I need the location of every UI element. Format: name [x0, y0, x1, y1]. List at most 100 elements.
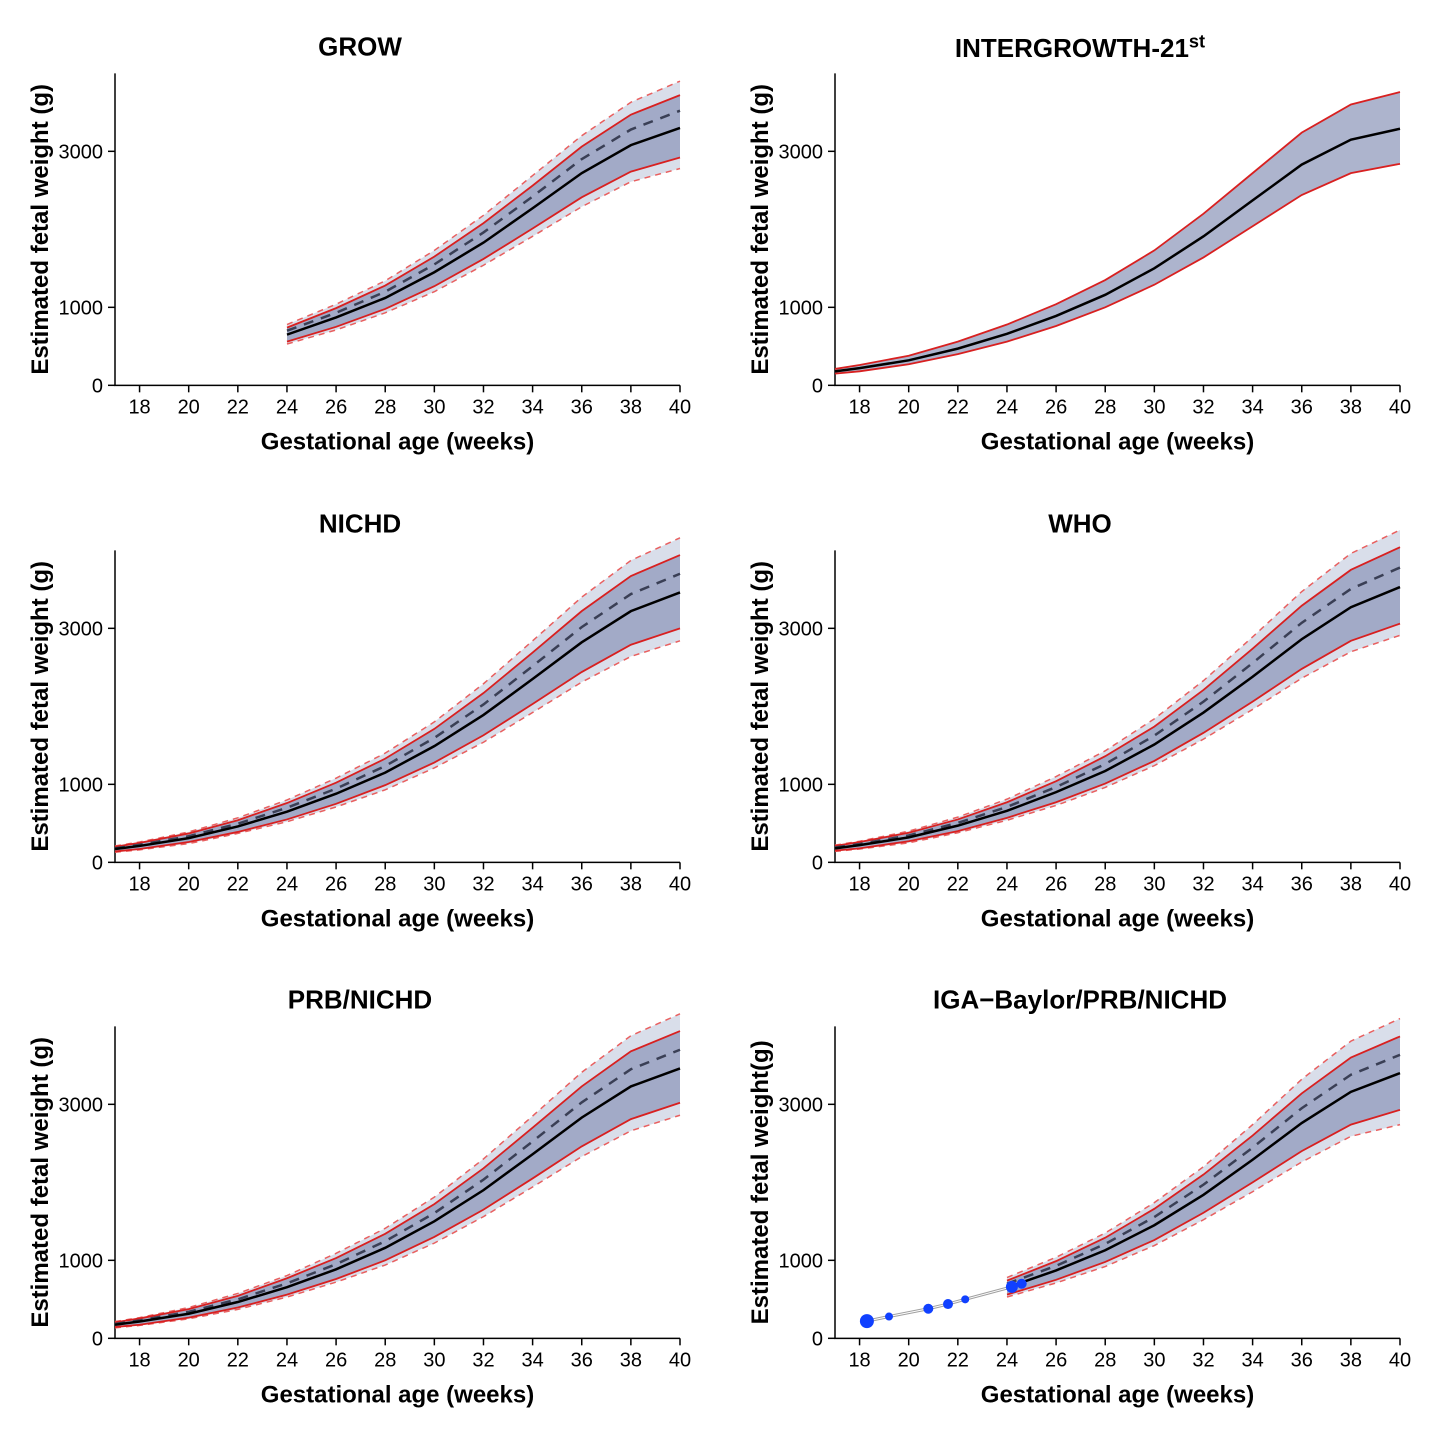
ytick-label: 3000 — [59, 1095, 104, 1117]
ytick-label: 3000 — [59, 141, 104, 163]
panel-who: WHO 182022242628303234363840010003000Ges… — [740, 497, 1420, 944]
panel-title: PRB/NICHD — [20, 977, 700, 1016]
xtick-label: 30 — [1143, 873, 1165, 895]
xtick-label: 38 — [620, 1350, 642, 1372]
xtick-label: 30 — [423, 1350, 445, 1372]
xtick-label: 36 — [1291, 873, 1313, 895]
data-point — [923, 1304, 933, 1314]
xtick-label: 18 — [848, 396, 870, 418]
xtick-label: 20 — [898, 873, 920, 895]
xtick-label: 30 — [423, 873, 445, 895]
xtick-label: 26 — [1045, 1350, 1067, 1372]
xtick-label: 32 — [1192, 873, 1214, 895]
data-point — [961, 1296, 969, 1304]
xtick-label: 28 — [374, 873, 396, 895]
data-point — [943, 1299, 953, 1309]
panel-iga-baylor-prb-nichd: IGA−Baylor/PRB/NICHD 18 20 22 24 26 28 30 32 34 3… — [740, 973, 1420, 1420]
y-axis-label: Estimated fetal weight (g) — [747, 561, 774, 852]
xtick-label: 32 — [472, 873, 494, 895]
ytick-label: 0 — [812, 375, 823, 397]
xtick-label: 26 — [1045, 873, 1067, 895]
xtick-label: 38 — [1340, 873, 1362, 895]
band-inner — [835, 92, 1400, 374]
red-dashed-upper — [835, 530, 1400, 845]
xtick-label: 38 — [620, 873, 642, 895]
panel-intergrowth-21st: INTERGROWTH-21st 18202224262830323436384… — [740, 20, 1420, 467]
panel-title: WHO — [740, 500, 1420, 539]
panel-title: IGA−Baylor/PRB/NICHD — [740, 977, 1420, 1016]
x-axis-label: Gestational age (weeks) — [261, 428, 534, 455]
ytick-label: 0 — [92, 852, 103, 874]
axis-frame — [115, 73, 680, 385]
xtick-label: 22 — [227, 1350, 249, 1372]
data-point — [1017, 1279, 1027, 1289]
xtick-label: 28 — [1094, 873, 1116, 895]
x-axis-label: Gestational age (weeks) — [261, 905, 534, 932]
ytick-label: 0 — [812, 852, 823, 874]
band-outer — [1007, 1019, 1400, 1297]
xtick-label: 22 — [947, 1350, 969, 1372]
ytick-label: 1000 — [779, 774, 824, 796]
ytick-label: 1000 — [779, 1251, 824, 1273]
xtick-label: 24 — [276, 873, 298, 895]
xtick-label: 36 — [571, 873, 593, 895]
xtick-label: 18 — [848, 1350, 870, 1372]
xtick-label: 38 — [620, 396, 642, 418]
xtick-label: 26 — [325, 873, 347, 895]
xtick-label: 18 — [128, 1350, 150, 1372]
xtick-label: 40 — [669, 396, 691, 418]
xtick-label: 40 — [1389, 396, 1411, 418]
xtick-label: 40 — [669, 1350, 691, 1372]
x-axis-label: Gestational age (weeks) — [261, 1382, 534, 1409]
ytick-label: 3000 — [59, 618, 104, 640]
panel-title: INTERGROWTH-21st — [740, 23, 1420, 64]
xtick-label: 20 — [178, 873, 200, 895]
xtick-label: 40 — [669, 873, 691, 895]
ytick-label: 0 — [92, 375, 103, 397]
xtick-label: 20 — [898, 1350, 920, 1372]
xtick-label: 30 — [1143, 1350, 1165, 1372]
panel-prb-nichd: PRB/NICHD 182022242628303234363840010003… — [20, 973, 700, 1420]
red-solid-lower — [835, 164, 1400, 374]
xtick-label: 22 — [947, 396, 969, 418]
y-axis-label: Estimated fetal weight (g) — [27, 1037, 54, 1328]
xtick-label: 24 — [996, 1350, 1018, 1372]
x-axis-label: Gestational age (weeks) — [981, 1382, 1254, 1409]
xtick-label: 34 — [521, 1350, 543, 1372]
xtick-label: 38 — [1340, 1350, 1362, 1372]
xtick-label: 36 — [1291, 1350, 1313, 1372]
ytick-label: 1000 — [59, 774, 104, 796]
x-axis-label: Gestational age (weeks) — [981, 428, 1254, 455]
red-dashed-upper — [115, 537, 680, 845]
ytick-label: 1000 — [59, 297, 104, 319]
xtick-label: 28 — [1094, 1350, 1116, 1372]
band-outer — [115, 537, 680, 851]
ytick-label: 0 — [92, 1329, 103, 1351]
xtick-label: 26 — [325, 1350, 347, 1372]
xtick-label: 26 — [325, 396, 347, 418]
x-axis-label: Gestational age (weeks) — [981, 905, 1254, 932]
y-axis-label: Estimated fetal weight (g) — [27, 84, 54, 375]
axis-frame — [835, 73, 1400, 385]
xtick-label: 34 — [1241, 1350, 1263, 1372]
xtick-label: 18 — [128, 396, 150, 418]
xtick-label: 34 — [1241, 396, 1263, 418]
panel-title: NICHD — [20, 500, 700, 539]
ytick-label: 1000 — [59, 1251, 104, 1273]
xtick-label: 18 — [848, 873, 870, 895]
xtick-label: 22 — [227, 873, 249, 895]
xtick-label: 34 — [521, 396, 543, 418]
xtick-label: 36 — [571, 396, 593, 418]
xtick-label: 24 — [996, 873, 1018, 895]
xtick-label: 38 — [1340, 396, 1362, 418]
xtick-label: 20 — [178, 1350, 200, 1372]
ytick-label: 0 — [812, 1329, 823, 1351]
ytick-label: 3000 — [779, 618, 824, 640]
red-dashed-upper — [115, 1014, 680, 1322]
y-axis-label: Estimated fetal weight(g) — [747, 1041, 774, 1325]
xtick-label: 32 — [1192, 1350, 1214, 1372]
xtick-label: 18 — [128, 873, 150, 895]
y-axis-label: Estimated fetal weight (g) — [747, 84, 774, 375]
xtick-label: 32 — [472, 396, 494, 418]
xtick-label: 24 — [276, 1350, 298, 1372]
